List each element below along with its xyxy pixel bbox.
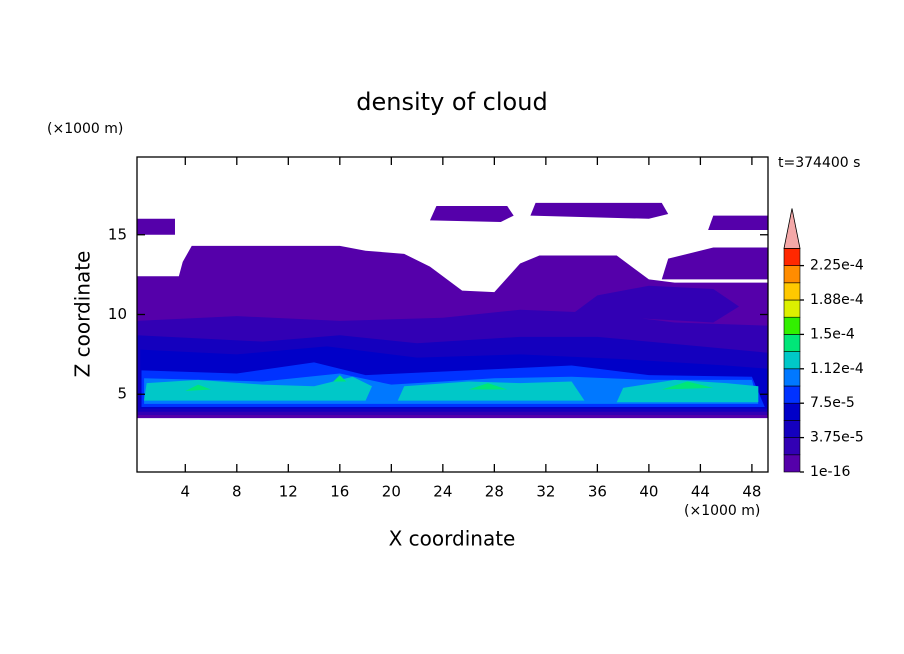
contour-region [661, 247, 768, 280]
contour-field [137, 202, 768, 419]
colorbar-tick-label: 1.88e-4 [810, 292, 864, 308]
colorbar-tick-label: 1e-16 [810, 464, 850, 480]
x-tick-label: 12 [279, 483, 298, 501]
x-tick-label: 28 [485, 483, 504, 501]
colorbar-tick-label: 3.75e-5 [810, 430, 864, 446]
contour-region [571, 285, 740, 323]
contour-region [144, 376, 373, 401]
contour-region [616, 379, 759, 403]
y-tick-label: 10 [108, 305, 127, 323]
contour-region [185, 384, 212, 392]
x-tick-label: 36 [588, 483, 607, 501]
colorbar-segment [783, 420, 801, 438]
x-tick-label: 44 [691, 483, 710, 501]
colorbar-segment [783, 351, 801, 370]
x-tick-label: 24 [433, 483, 452, 501]
colorbar-tick-label: 7.5e-5 [810, 395, 855, 411]
colorbar-segment [783, 299, 801, 318]
contour-region [661, 381, 714, 390]
colorbar-segment [783, 368, 801, 387]
colorbar-segment [783, 265, 801, 284]
colorbar-segment [783, 282, 801, 301]
colorbar-tick-label: 2.25e-4 [810, 258, 864, 274]
colorbar-tick-label: 1.12e-4 [810, 361, 864, 377]
contour-region [429, 206, 514, 222]
colorbar-segment [783, 316, 801, 335]
contour-region [333, 375, 347, 382]
x-unit: (×1000 m) [684, 503, 760, 519]
colorbar-segment [783, 437, 801, 456]
x-tick-label: 20 [382, 483, 401, 501]
colorbar-segment [783, 334, 801, 352]
x-tick-label: 8 [232, 483, 242, 501]
colorbar-segment [783, 248, 801, 266]
annotation: t=374400 s [778, 155, 860, 171]
colorbar-segment [783, 454, 801, 473]
colorbar-extend [783, 208, 801, 249]
y-unit: (×1000 m) [47, 121, 123, 137]
x-tick-label: 16 [330, 483, 349, 501]
x-tick-label: 32 [536, 483, 555, 501]
colorbar-segment [783, 385, 801, 404]
contour-region [708, 215, 768, 230]
colorbar-tick-label: 1.5e-4 [810, 326, 855, 342]
contour-region [397, 381, 585, 401]
x-tick-label: 40 [639, 483, 658, 501]
colorbar-segment [783, 402, 801, 421]
chart-title: density of cloud [356, 88, 547, 116]
x-axis-title: X coordinate [389, 527, 516, 551]
contour-region [530, 202, 669, 219]
x-tick-label: 4 [181, 483, 191, 501]
y-tick-label: 15 [108, 225, 127, 243]
contour-region [468, 383, 508, 390]
x-tick-label: 48 [742, 483, 761, 501]
y-tick-label: 5 [117, 385, 127, 403]
y-axis-title: Z coordinate [71, 251, 95, 378]
contour-region [137, 218, 175, 235]
